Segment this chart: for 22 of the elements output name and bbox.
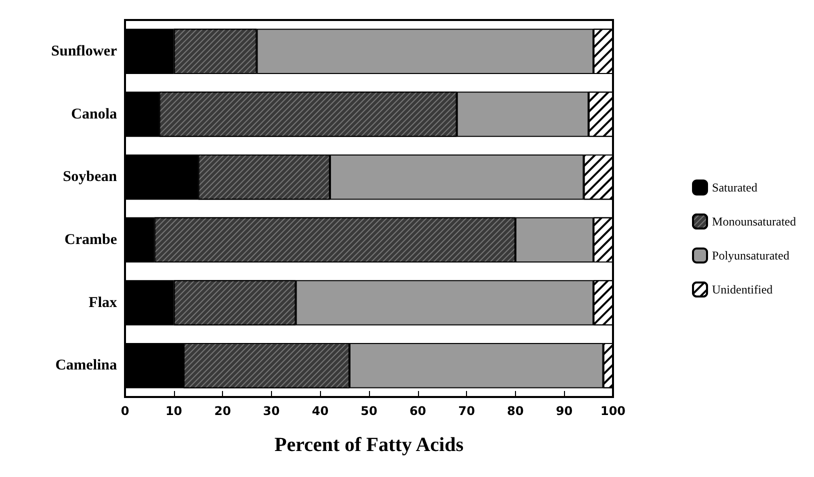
y-tick-label: Crambe xyxy=(64,232,118,248)
x-tick-label: 70 xyxy=(458,404,475,418)
x-tick-label: 100 xyxy=(600,404,626,418)
x-tick-label: 20 xyxy=(214,404,231,418)
legend-label: Unidentified xyxy=(712,282,773,296)
x-tick-label: 0 xyxy=(120,404,130,418)
y-tick-label: Flax xyxy=(88,294,118,311)
x-axis-title: Percent of Fatty Acids xyxy=(274,434,464,456)
x-tick-label: 90 xyxy=(556,404,573,418)
y-tick-label: Sunflower xyxy=(51,43,118,60)
y-tick-label: Canola xyxy=(71,106,118,122)
x-tick-label: 50 xyxy=(360,404,378,418)
x-tick-label: 80 xyxy=(507,404,524,418)
y-tick-label: Soybean xyxy=(62,169,118,186)
y-tick-label: Camelina xyxy=(55,358,118,374)
legend-label: Saturated xyxy=(712,180,758,194)
x-tick-label: 30 xyxy=(263,404,280,418)
x-tick-label: 10 xyxy=(165,404,182,418)
legend-label: Polyunsaturated xyxy=(712,248,790,262)
x-tick-label: 60 xyxy=(409,404,426,418)
legend-label: Monounsaturated xyxy=(712,214,796,228)
x-tick-label: 40 xyxy=(312,404,329,418)
